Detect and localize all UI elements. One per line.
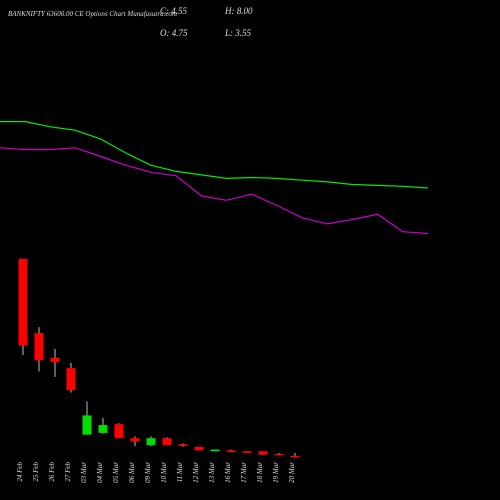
indicator-line: [0, 120, 429, 189]
x-tick-label: 06 Mar: [128, 462, 136, 483]
candle-body: [130, 438, 140, 442]
candle-body: [178, 444, 188, 447]
candle-body: [82, 415, 92, 435]
low-label: L: 3.55: [224, 28, 252, 38]
candle-body: [290, 455, 300, 458]
x-tick-label: 13 Mar: [208, 462, 216, 483]
candle-body: [258, 451, 268, 455]
x-tick-label: 24 Feb: [16, 462, 24, 482]
x-tick-label: 17 Mar: [240, 462, 248, 483]
x-tick-label: 20 Mar: [288, 462, 296, 483]
close-label: C: 4.55: [160, 6, 188, 16]
candle-body: [98, 425, 108, 433]
candle-body: [226, 450, 236, 453]
x-tick-label: 05 Mar: [112, 462, 120, 483]
x-tick-label: 26 Feb: [48, 462, 56, 482]
candle-body: [146, 438, 156, 446]
candle-body: [50, 357, 60, 363]
x-tick-label: 19 Mar: [272, 462, 280, 483]
open-label: O: 4.75: [160, 28, 188, 38]
x-tick-label: 11 Mar: [176, 462, 184, 483]
candle-body: [274, 453, 284, 456]
x-tick-label: 10 Mar: [160, 462, 168, 483]
candle-body: [242, 451, 252, 454]
x-tick-label: 18 Mar: [256, 462, 264, 483]
high-label: H: 8.00: [224, 6, 253, 16]
candle-body: [34, 333, 44, 361]
x-tick-label: 16 Mar: [224, 462, 232, 483]
x-tick-label: 03 Mar: [80, 462, 88, 483]
x-tick-label: 12 Mar: [192, 462, 200, 483]
x-tick-label: 27 Feb: [64, 462, 72, 482]
indicator-line: [0, 147, 429, 235]
x-tick-label: 09 Mar: [144, 462, 152, 483]
candle-body: [18, 258, 28, 346]
x-tick-label: 25 Feb: [32, 462, 40, 482]
candle-body: [66, 368, 76, 391]
candle-body: [210, 449, 220, 452]
x-tick-label: 04 Mar: [96, 462, 104, 483]
candle-body: [194, 446, 204, 451]
candle-body: [114, 424, 124, 439]
chart-title: BANKNIFTY 63600.00 CE Options Chart Muna…: [8, 10, 177, 18]
candle-body: [162, 438, 172, 446]
